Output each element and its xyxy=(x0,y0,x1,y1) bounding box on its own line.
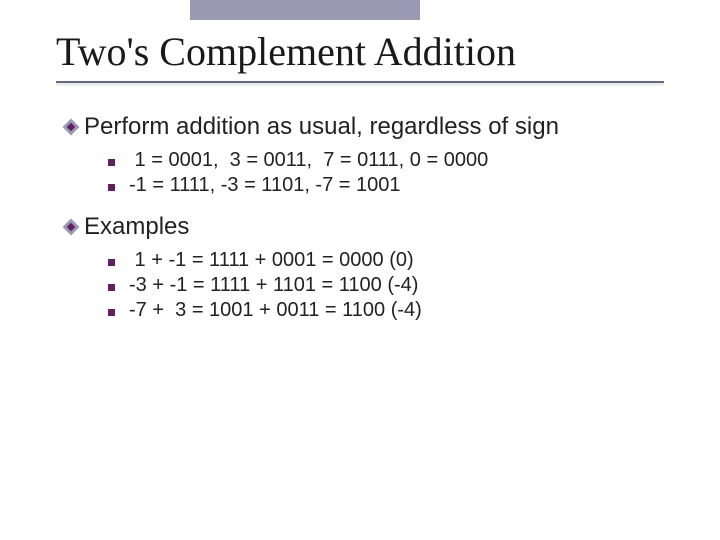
slide-content: Two's Complement Addition Perform additi… xyxy=(0,0,720,322)
sub-bullet-group: 1 + -1 = 1111 + 0001 = 0000 (0) -3 + -1 … xyxy=(108,249,672,322)
title-underline xyxy=(56,81,664,83)
bullet-level2: -7 + 3 = 1001 + 0011 = 1100 (-4) xyxy=(108,299,672,322)
square-icon xyxy=(108,284,115,291)
section-heading: Examples xyxy=(84,213,189,241)
section-heading: Perform addition as usual, regardless of… xyxy=(84,113,559,141)
bullet-level2: -1 = 1111, -3 = 1101, -7 = 1001 xyxy=(108,174,672,197)
bullet-level2: -3 + -1 = 1111 + 1101 = 1100 (-4) xyxy=(108,274,672,297)
bullet-level1: Perform addition as usual, regardless of… xyxy=(64,113,672,141)
bullet-level2: 1 + -1 = 1111 + 0001 = 0000 (0) xyxy=(108,249,672,272)
bullet-level1: Examples xyxy=(64,213,672,241)
diamond-icon xyxy=(64,220,78,234)
slide-title: Two's Complement Addition xyxy=(56,28,672,75)
sub-bullet-group: 1 = 0001, 3 = 0011, 7 = 0111, 0 = 0000 -… xyxy=(108,149,672,197)
square-icon xyxy=(108,259,115,266)
square-icon xyxy=(108,309,115,316)
list-item: 1 + -1 = 1111 + 0001 = 0000 (0) xyxy=(129,249,414,272)
list-item: -3 + -1 = 1111 + 1101 = 1100 (-4) xyxy=(129,274,418,297)
square-icon xyxy=(108,159,115,166)
list-item: 1 = 0001, 3 = 0011, 7 = 0111, 0 = 0000 xyxy=(129,149,488,172)
bullet-level2: 1 = 0001, 3 = 0011, 7 = 0111, 0 = 0000 xyxy=(108,149,672,172)
diamond-icon xyxy=(64,120,78,134)
list-item: -1 = 1111, -3 = 1101, -7 = 1001 xyxy=(129,174,401,197)
square-icon xyxy=(108,184,115,191)
header-accent-bar xyxy=(190,0,420,20)
list-item: -7 + 3 = 1001 + 0011 = 1100 (-4) xyxy=(129,299,422,322)
